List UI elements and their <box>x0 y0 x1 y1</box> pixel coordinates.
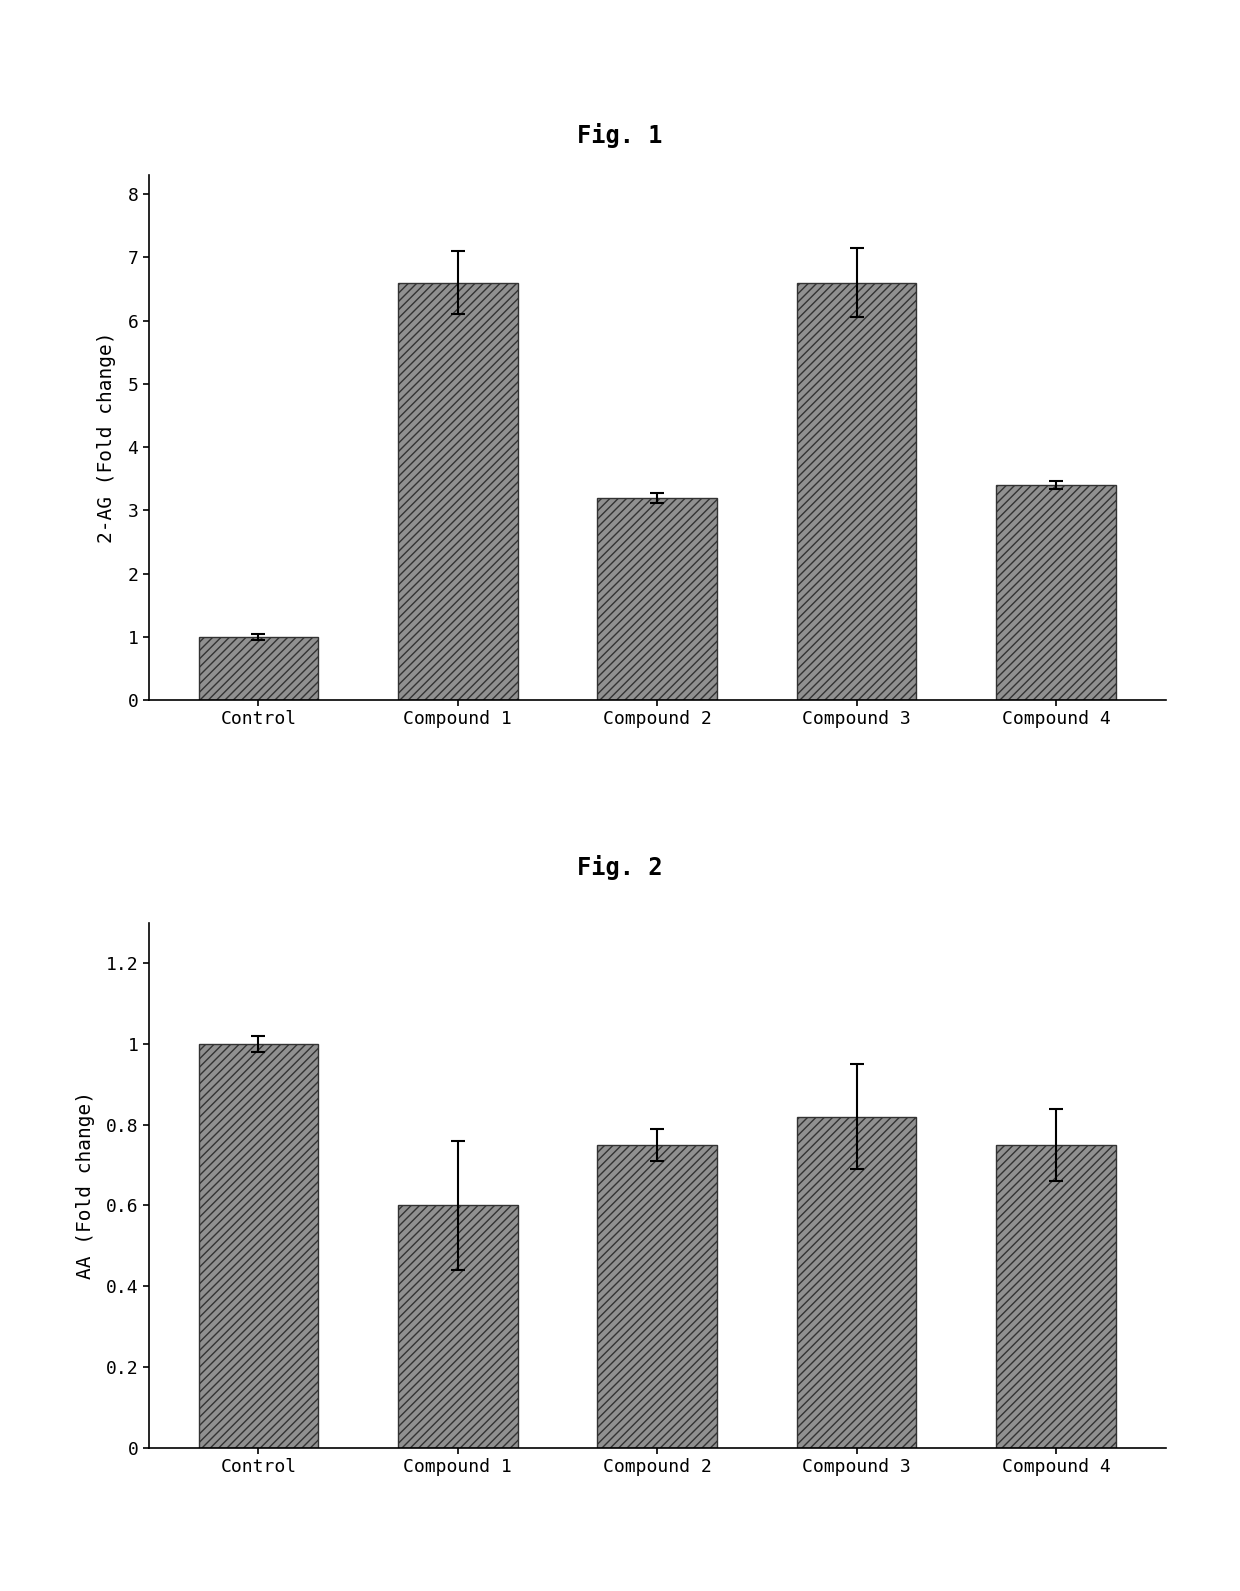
Bar <box>598 498 717 700</box>
Bar <box>398 1206 517 1448</box>
Bar <box>797 283 916 700</box>
Bar <box>198 636 319 700</box>
Bar <box>797 1117 916 1448</box>
Bar <box>198 1044 319 1448</box>
Bar <box>996 485 1116 700</box>
Text: Fig. 1: Fig. 1 <box>578 123 662 148</box>
Bar <box>398 283 517 700</box>
Y-axis label: 2-AG (Fold change): 2-AG (Fold change) <box>98 333 117 543</box>
Y-axis label: AA (Fold change): AA (Fold change) <box>76 1091 94 1279</box>
Bar <box>996 1146 1116 1448</box>
Bar <box>598 1146 717 1448</box>
Text: Fig. 2: Fig. 2 <box>578 854 662 880</box>
